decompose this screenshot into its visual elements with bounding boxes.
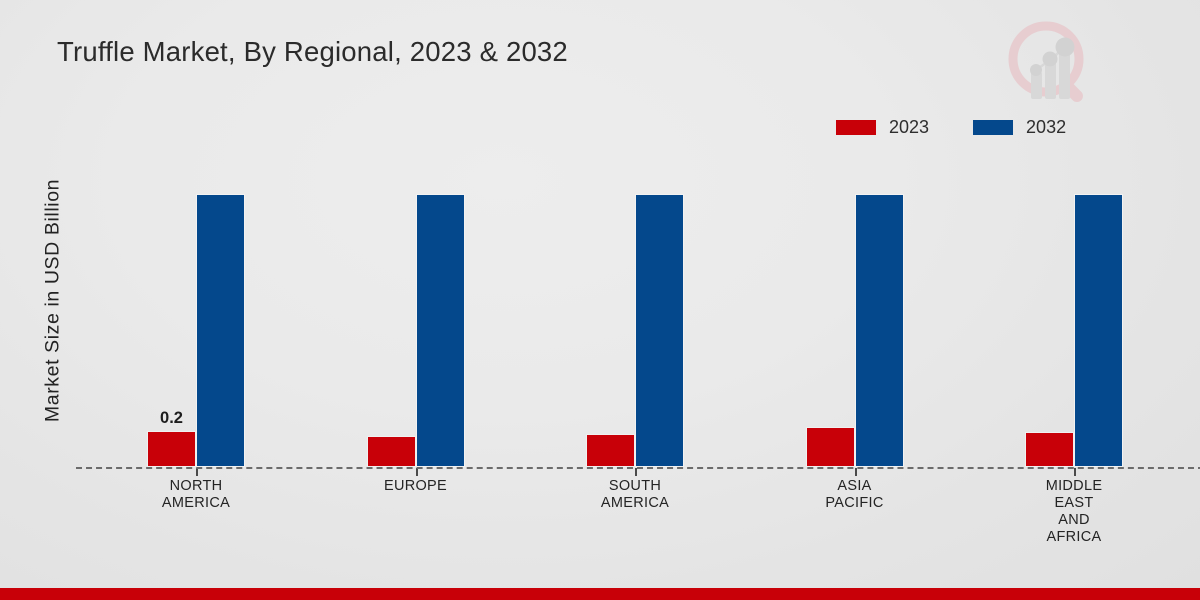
bar-group [585,149,685,467]
bar-group: 0.2 [146,149,246,467]
chart-title: Truffle Market, By Regional, 2023 & 2032 [57,36,568,67]
bar-2023-north-america[interactable]: 0.2 [147,409,196,467]
bar-2023-south-america[interactable] [586,434,635,467]
bar-group [1024,149,1124,467]
bar-2032-south-america[interactable] [635,194,684,467]
legend-swatch-2023 [836,119,876,135]
x-axis-tick [854,468,857,476]
x-axis-label-south-america: SOUTH AMERICA [600,478,670,511]
bar-2023-middle-east-and-africa[interactable] [1025,432,1074,467]
bottom-accent-strip [0,588,1200,600]
bar-value-label: 0.2 [160,408,183,427]
bar-2032-north-america[interactable] [196,194,245,467]
x-axis-tick [415,468,418,476]
legend-label-2023: 2023 [889,117,930,137]
x-axis-label-asia-pacific: ASIA PACIFIC [825,478,884,511]
x-axis-tick [196,468,198,476]
bar-2032-asia-pacific[interactable] [854,194,904,467]
legend-swatch-2032 [973,119,1014,135]
bar-2032-europe[interactable] [415,194,465,467]
bar-2032-middle-east-and-africa[interactable] [1074,194,1123,467]
x-axis-baseline [76,467,1200,469]
legend-item-2032[interactable]: 2032 [973,118,1066,136]
bar-2023-asia-pacific[interactable] [805,427,855,467]
watermark-logo-icon [998,12,1102,116]
bar-2023-europe[interactable] [366,436,416,467]
x-axis-labels: NORTH AMERICA EUROPE SOUTH AMERICA ASIA PACIFI… [40,478,1200,578]
x-axis-label-europe: EUROPE [383,478,448,494]
x-axis-tick [1074,468,1076,476]
legend-label-2032: 2032 [1026,117,1067,137]
legend-item-2023[interactable]: 2023 [836,118,929,136]
bar-group [366,149,466,467]
chart-legend: 2023 2032 [836,118,1066,136]
x-axis-tick [635,468,637,476]
x-axis-label-middle-east-and-africa: MIDDLE EAST AND AFRICA [1045,478,1103,545]
plot-area: 0.2 [40,149,1200,476]
x-axis-label-north-america: NORTH AMERICA [161,478,231,511]
bar-group [805,149,905,467]
